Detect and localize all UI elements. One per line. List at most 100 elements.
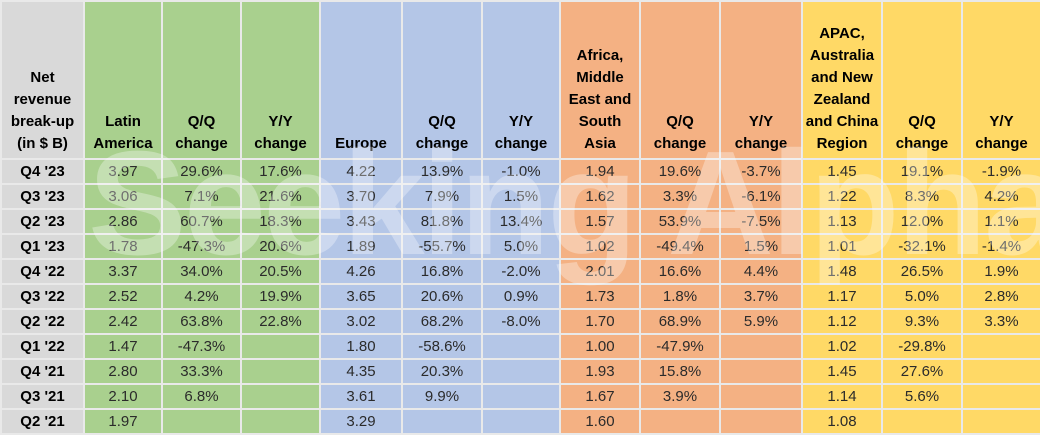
table-cell[interactable]: [961, 383, 1040, 410]
table-cell[interactable]: 2.80: [83, 358, 163, 385]
table-cell[interactable]: 1.62: [559, 183, 641, 210]
table-cell[interactable]: [161, 408, 242, 435]
table-cell[interactable]: 8.3%: [881, 183, 963, 210]
table-cell[interactable]: 1.14: [801, 383, 883, 410]
table-cell[interactable]: 63.8%: [161, 308, 242, 335]
table-cell[interactable]: [401, 408, 483, 435]
table-cell[interactable]: 3.06: [83, 183, 163, 210]
table-cell[interactable]: [961, 408, 1040, 435]
table-cell[interactable]: 17.6%: [240, 158, 321, 185]
table-cell[interactable]: 3.70: [319, 183, 403, 210]
table-cell[interactable]: 1.73: [559, 283, 641, 310]
table-cell[interactable]: 22.8%: [240, 308, 321, 335]
table-cell[interactable]: 16.8%: [401, 258, 483, 285]
table-cell[interactable]: 1.08: [801, 408, 883, 435]
table-cell[interactable]: 7.9%: [401, 183, 483, 210]
table-cell[interactable]: 1.57: [559, 208, 641, 235]
table-cell[interactable]: [240, 383, 321, 410]
table-cell[interactable]: 6.8%: [161, 383, 242, 410]
table-cell[interactable]: 26.5%: [881, 258, 963, 285]
table-cell[interactable]: -1.4%: [961, 233, 1040, 260]
table-cell[interactable]: 3.9%: [639, 383, 721, 410]
table-cell[interactable]: 1.97: [83, 408, 163, 435]
table-cell[interactable]: 1.45: [801, 358, 883, 385]
table-cell[interactable]: 20.5%: [240, 258, 321, 285]
table-cell[interactable]: 1.5%: [719, 233, 803, 260]
table-cell[interactable]: [481, 333, 561, 360]
table-cell[interactable]: [481, 383, 561, 410]
table-cell[interactable]: 1.70: [559, 308, 641, 335]
table-cell[interactable]: 2.8%: [961, 283, 1040, 310]
table-cell[interactable]: 3.43: [319, 208, 403, 235]
table-cell[interactable]: 1.47: [83, 333, 163, 360]
table-cell[interactable]: 2.86: [83, 208, 163, 235]
table-cell[interactable]: 1.93: [559, 358, 641, 385]
table-cell[interactable]: 1.48: [801, 258, 883, 285]
table-cell[interactable]: [961, 358, 1040, 385]
table-cell[interactable]: 1.9%: [961, 258, 1040, 285]
table-cell[interactable]: 68.2%: [401, 308, 483, 335]
table-cell[interactable]: 68.9%: [639, 308, 721, 335]
table-cell[interactable]: 2.10: [83, 383, 163, 410]
table-cell[interactable]: 1.22: [801, 183, 883, 210]
table-cell[interactable]: 1.67: [559, 383, 641, 410]
table-cell[interactable]: 3.3%: [961, 308, 1040, 335]
table-cell[interactable]: 5.0%: [881, 283, 963, 310]
table-cell[interactable]: 20.6%: [240, 233, 321, 260]
table-cell[interactable]: 16.6%: [639, 258, 721, 285]
table-cell[interactable]: -29.8%: [881, 333, 963, 360]
table-cell[interactable]: [719, 383, 803, 410]
table-cell[interactable]: 27.6%: [881, 358, 963, 385]
table-cell[interactable]: -58.6%: [401, 333, 483, 360]
table-cell[interactable]: 3.61: [319, 383, 403, 410]
table-cell[interactable]: -32.1%: [881, 233, 963, 260]
table-cell[interactable]: 34.0%: [161, 258, 242, 285]
table-cell[interactable]: 81.8%: [401, 208, 483, 235]
table-cell[interactable]: 4.26: [319, 258, 403, 285]
table-cell[interactable]: 2.52: [83, 283, 163, 310]
table-cell[interactable]: 1.1%: [961, 208, 1040, 235]
table-cell[interactable]: 5.6%: [881, 383, 963, 410]
table-cell[interactable]: 2.01: [559, 258, 641, 285]
table-cell[interactable]: 1.5%: [481, 183, 561, 210]
table-cell[interactable]: [639, 408, 721, 435]
table-cell[interactable]: [240, 358, 321, 385]
table-cell[interactable]: 1.02: [559, 233, 641, 260]
table-cell[interactable]: 29.6%: [161, 158, 242, 185]
table-cell[interactable]: 1.94: [559, 158, 641, 185]
table-cell[interactable]: 4.2%: [161, 283, 242, 310]
table-cell[interactable]: 1.8%: [639, 283, 721, 310]
table-cell[interactable]: -49.4%: [639, 233, 721, 260]
table-cell[interactable]: 1.01: [801, 233, 883, 260]
table-cell[interactable]: 19.6%: [639, 158, 721, 185]
table-cell[interactable]: 1.13: [801, 208, 883, 235]
table-cell[interactable]: -1.0%: [481, 158, 561, 185]
table-cell[interactable]: -47.9%: [639, 333, 721, 360]
table-cell[interactable]: 3.3%: [639, 183, 721, 210]
table-cell[interactable]: 53.9%: [639, 208, 721, 235]
table-cell[interactable]: 13.4%: [481, 208, 561, 235]
table-cell[interactable]: -47.3%: [161, 333, 242, 360]
table-cell[interactable]: 4.2%: [961, 183, 1040, 210]
table-cell[interactable]: 1.45: [801, 158, 883, 185]
table-cell[interactable]: -3.7%: [719, 158, 803, 185]
table-cell[interactable]: 2.42: [83, 308, 163, 335]
table-cell[interactable]: 1.00: [559, 333, 641, 360]
table-cell[interactable]: 13.9%: [401, 158, 483, 185]
table-cell[interactable]: 3.37: [83, 258, 163, 285]
table-cell[interactable]: 4.22: [319, 158, 403, 185]
table-cell[interactable]: 19.1%: [881, 158, 963, 185]
table-cell[interactable]: 18.3%: [240, 208, 321, 235]
table-cell[interactable]: 7.1%: [161, 183, 242, 210]
table-cell[interactable]: 12.0%: [881, 208, 963, 235]
table-cell[interactable]: [719, 333, 803, 360]
table-cell[interactable]: 21.6%: [240, 183, 321, 210]
table-cell[interactable]: [961, 333, 1040, 360]
table-cell[interactable]: 4.35: [319, 358, 403, 385]
table-cell[interactable]: 1.12: [801, 308, 883, 335]
table-cell[interactable]: [719, 408, 803, 435]
table-cell[interactable]: 5.0%: [481, 233, 561, 260]
table-cell[interactable]: 1.60: [559, 408, 641, 435]
table-cell[interactable]: -1.9%: [961, 158, 1040, 185]
table-cell[interactable]: 3.97: [83, 158, 163, 185]
